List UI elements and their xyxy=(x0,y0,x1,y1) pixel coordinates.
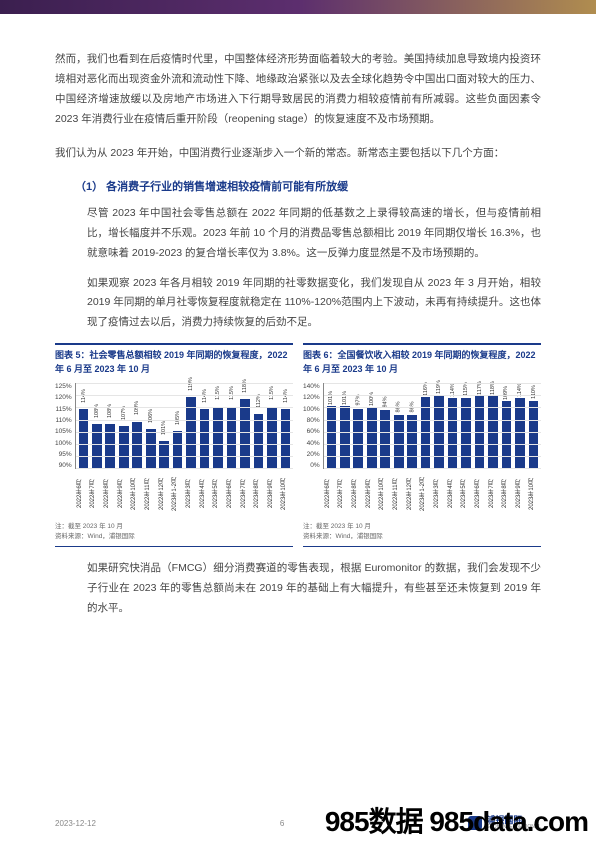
chart-5-y-axis: 125%120%115%110%105%100%95%90% xyxy=(55,383,75,469)
watermark: 985数据 985data.com xyxy=(325,800,588,840)
paragraph-1: 然而，我们也看到在后疫情时代里，中国整体经济形势面临着较大的考验。美国持续加息导… xyxy=(55,50,541,130)
charts-row: 图表 5：社会零售总额相较 2019 年同期的恢复程度，2022 年 6 月至 … xyxy=(55,343,541,546)
paragraph-5: 如果研究快消品（FMCG）细分消费赛道的零售表现，根据 Euromonitor … xyxy=(55,559,541,619)
chart-6-note: 注：截至 2023 年 10 月 资料来源：Wind，浦银国际 xyxy=(303,522,541,547)
chart-5-grid: 114%108%108%107%109%106%101%105%119%114%… xyxy=(75,383,293,469)
chart-6-grid: 101%101%97%100%94%86%86%116%119%114%115%… xyxy=(323,383,541,469)
chart-5: 图表 5：社会零售总额相较 2019 年同期的恢复程度，2022 年 6 月至 … xyxy=(55,343,293,546)
chart-6-title: 图表 6：全国餐饮收入相较 2019 年同期的恢复程度，2022 年 6 月至 … xyxy=(303,343,541,377)
chart-5-note: 注：截至 2023 年 10 月 资料来源：Wind，浦银国际 xyxy=(55,522,293,547)
page: 然而，我们也看到在后疫情时代里，中国整体经济形势面临着较大的考验。美国持续加息导… xyxy=(0,0,596,842)
paragraph-3: 尽管 2023 年中国社会零售总额在 2022 年同期的低基数之上录得较高速的增… xyxy=(55,204,541,264)
footer-page: 6 xyxy=(280,819,284,828)
chart-5-area: 125%120%115%110%105%100%95%90% 114%108%1… xyxy=(55,383,293,521)
chart-6-x-axis: 2022年6月2022年7月2022年8月2022年9月2022年10月2022… xyxy=(323,469,541,521)
top-color-bar xyxy=(0,0,596,14)
footer-date: 2023-12-12 xyxy=(55,819,96,828)
chart-5-title: 图表 5：社会零售总额相较 2019 年同期的恢复程度，2022 年 6 月至 … xyxy=(55,343,293,377)
chart-6-area: 140%120%100%80%60%40%20%0% 101%101%97%10… xyxy=(303,383,541,521)
paragraph-4: 如果观察 2023 年各月相较 2019 年同期的社零数据变化，我们发现自从 2… xyxy=(55,274,541,334)
chart-6-y-axis: 140%120%100%80%60%40%20%0% xyxy=(303,383,323,469)
section-heading-1: （1） 各消费子行业的销售增速相较疫情前可能有所放缓 xyxy=(75,178,541,194)
paragraph-2: 我们认为从 2023 年开始，中国消费行业逐渐步入一个新的常态。新常态主要包括以… xyxy=(55,144,541,164)
chart-6: 图表 6：全国餐饮收入相较 2019 年同期的恢复程度，2022 年 6 月至 … xyxy=(303,343,541,546)
chart-5-x-axis: 2022年6月2022年7月2022年8月2022年9月2022年10月2022… xyxy=(75,469,293,521)
